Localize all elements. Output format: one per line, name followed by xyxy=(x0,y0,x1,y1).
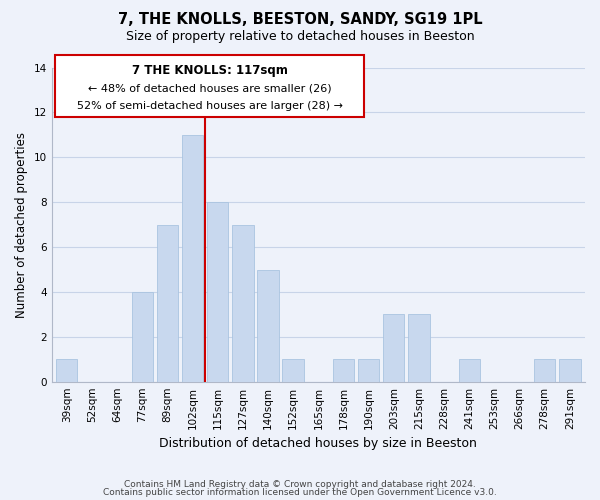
Bar xyxy=(232,224,254,382)
X-axis label: Distribution of detached houses by size in Beeston: Distribution of detached houses by size … xyxy=(160,437,477,450)
Bar xyxy=(534,359,556,382)
Bar xyxy=(56,359,77,382)
Bar xyxy=(333,359,354,382)
Bar xyxy=(408,314,430,382)
Text: Contains public sector information licensed under the Open Government Licence v3: Contains public sector information licen… xyxy=(103,488,497,497)
Bar xyxy=(358,359,379,382)
Text: 7, THE KNOLLS, BEESTON, SANDY, SG19 1PL: 7, THE KNOLLS, BEESTON, SANDY, SG19 1PL xyxy=(118,12,482,28)
Text: Contains HM Land Registry data © Crown copyright and database right 2024.: Contains HM Land Registry data © Crown c… xyxy=(124,480,476,489)
Bar xyxy=(257,270,279,382)
FancyBboxPatch shape xyxy=(55,56,364,118)
Bar xyxy=(182,135,203,382)
Text: 7 THE KNOLLS: 117sqm: 7 THE KNOLLS: 117sqm xyxy=(131,64,287,78)
Text: 52% of semi-detached houses are larger (28) →: 52% of semi-detached houses are larger (… xyxy=(77,101,343,111)
Y-axis label: Number of detached properties: Number of detached properties xyxy=(15,132,28,318)
Bar xyxy=(383,314,404,382)
Bar xyxy=(283,359,304,382)
Bar xyxy=(157,224,178,382)
Bar xyxy=(458,359,480,382)
Bar xyxy=(559,359,581,382)
Text: ← 48% of detached houses are smaller (26): ← 48% of detached houses are smaller (26… xyxy=(88,83,331,93)
Text: Size of property relative to detached houses in Beeston: Size of property relative to detached ho… xyxy=(125,30,475,43)
Bar xyxy=(207,202,229,382)
Bar xyxy=(131,292,153,382)
